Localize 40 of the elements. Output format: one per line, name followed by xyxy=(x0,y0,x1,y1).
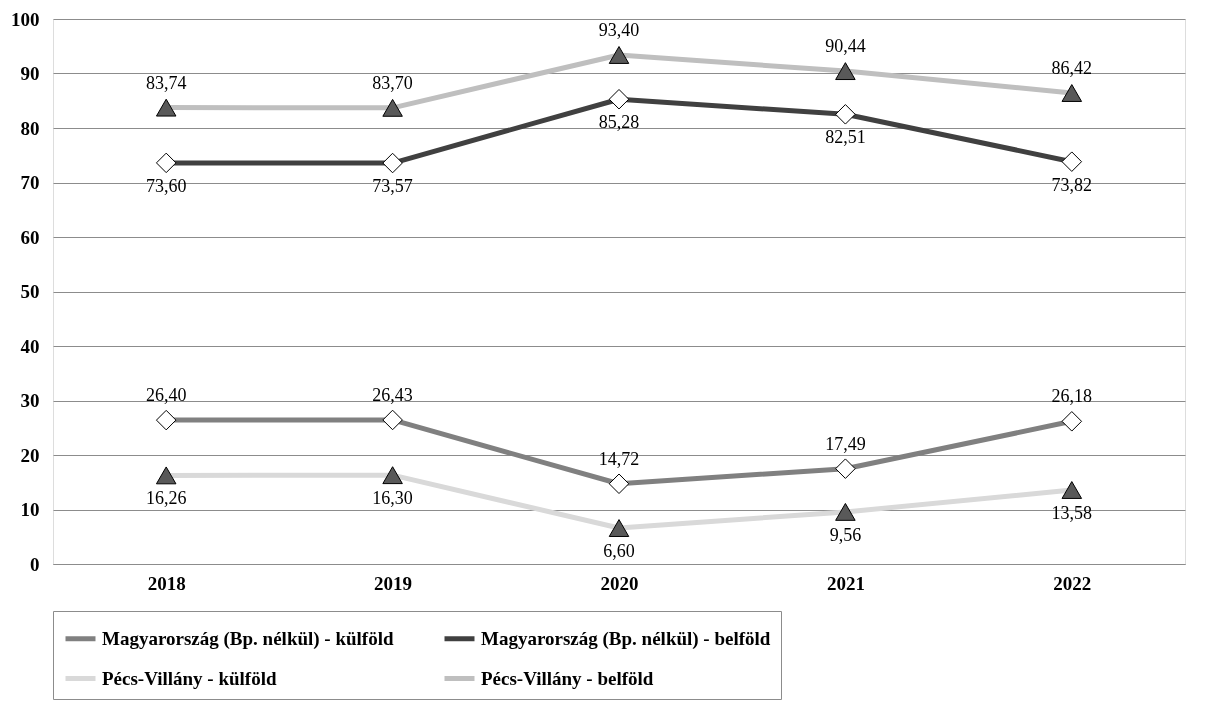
data-label: 16,30 xyxy=(372,488,413,509)
data-label: 85,28 xyxy=(598,112,640,133)
y-tick-label: 10 xyxy=(20,499,40,520)
y-tick-label: 80 xyxy=(20,117,40,139)
x-tick-label: 2019 xyxy=(374,572,413,594)
data-label: 83,70 xyxy=(372,72,413,93)
data-label: 26,40 xyxy=(145,385,187,406)
data-label: 73,82 xyxy=(1051,174,1093,195)
y-tick-label: 0 xyxy=(30,553,40,575)
y-tick-label: 100 xyxy=(11,8,40,30)
x-tick-label: 2018 xyxy=(147,572,186,594)
legend-label: Pécs-Villány - belföld xyxy=(481,667,654,689)
x-tick-label: 2021 xyxy=(826,572,865,594)
data-label: 83,74 xyxy=(145,72,187,93)
data-label: 17,49 xyxy=(825,433,866,454)
data-label: 73,57 xyxy=(372,176,413,197)
y-tick-label: 30 xyxy=(20,390,40,411)
data-label: 16,26 xyxy=(145,488,187,509)
legend-label: Magyarország (Bp. nélkül) - belföld xyxy=(481,627,771,650)
data-label: 26,18 xyxy=(1051,386,1093,407)
x-tick-label: 2022 xyxy=(1053,572,1092,594)
data-label: 82,51 xyxy=(825,127,866,148)
legend-label: Pécs-Villány - külföld xyxy=(102,667,277,689)
y-tick-label: 40 xyxy=(20,335,40,357)
data-label: 90,44 xyxy=(825,36,866,57)
data-label: 93,40 xyxy=(598,19,640,40)
y-tick-label: 20 xyxy=(20,444,40,466)
data-label: 73,60 xyxy=(145,175,187,196)
data-label: 13,58 xyxy=(1051,502,1093,523)
legend-label: Magyarország (Bp. nélkül) - külföld xyxy=(102,627,394,650)
y-tick-label: 60 xyxy=(20,226,40,248)
data-label: 9,56 xyxy=(829,524,862,545)
data-label: 26,43 xyxy=(372,384,413,405)
data-label: 6,60 xyxy=(603,541,635,562)
data-label: 86,42 xyxy=(1051,58,1093,79)
y-tick-label: 50 xyxy=(20,281,40,302)
y-tick-label: 70 xyxy=(20,172,40,193)
data-label: 14,72 xyxy=(598,448,640,469)
y-tick-label: 90 xyxy=(20,63,40,84)
x-tick-label: 2020 xyxy=(600,572,639,594)
